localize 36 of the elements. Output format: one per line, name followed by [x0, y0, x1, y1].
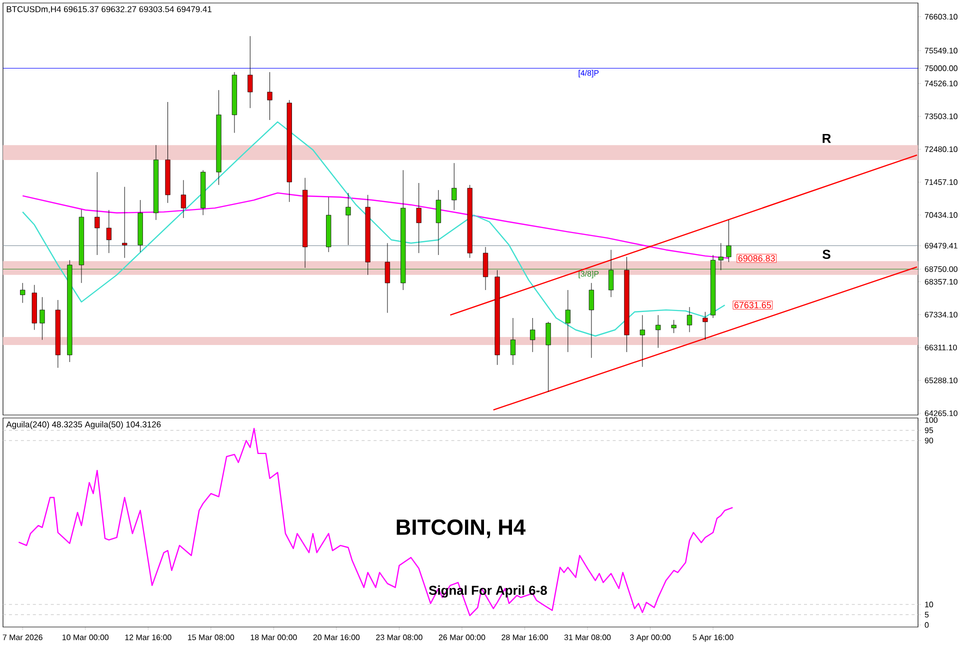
band-label: R: [822, 134, 831, 143]
band-label: S: [822, 250, 830, 259]
candlestick: [608, 250, 614, 298]
candlestick: [565, 290, 570, 352]
candlestick: [40, 296, 45, 340]
annotation: BITCOIN, H4: [396, 519, 526, 538]
candlestick: [718, 242, 724, 270]
candlestick: [482, 246, 488, 290]
candlestick: [180, 180, 186, 218]
candlestick: [530, 318, 536, 352]
candlestick: [384, 242, 390, 314]
candlestick: [20, 282, 26, 304]
candlestick: [671, 320, 676, 334]
annotation: 69086.83: [738, 255, 775, 262]
candlestick: [656, 314, 661, 348]
candlestick: [546, 322, 551, 392]
line-series: [18, 428, 734, 616]
candlestick: [346, 192, 351, 246]
chart-title: Aguila(240) 48.3235 Aguila(50) 104.3126: [6, 421, 161, 430]
annotation: 67631.65: [734, 302, 771, 308]
candlestick: [702, 312, 708, 340]
candlestick: [452, 162, 457, 210]
candlestick: [640, 314, 645, 368]
candlestick: [416, 182, 422, 254]
candlestick: [267, 72, 272, 120]
candlestick: [436, 190, 441, 256]
candlestick: [726, 220, 732, 262]
candlestick: [686, 306, 692, 332]
candlestick: [510, 318, 516, 366]
candlestick: [94, 172, 100, 256]
candlestick: [106, 210, 112, 254]
chart-title: BTCUSDm,H4 69615.37 69632.27 69303.54 69479.41: [6, 6, 212, 14]
line-series: [22, 121, 726, 337]
candlestick: [122, 186, 128, 258]
candlestick: [248, 36, 253, 108]
candlestick: [588, 282, 594, 358]
